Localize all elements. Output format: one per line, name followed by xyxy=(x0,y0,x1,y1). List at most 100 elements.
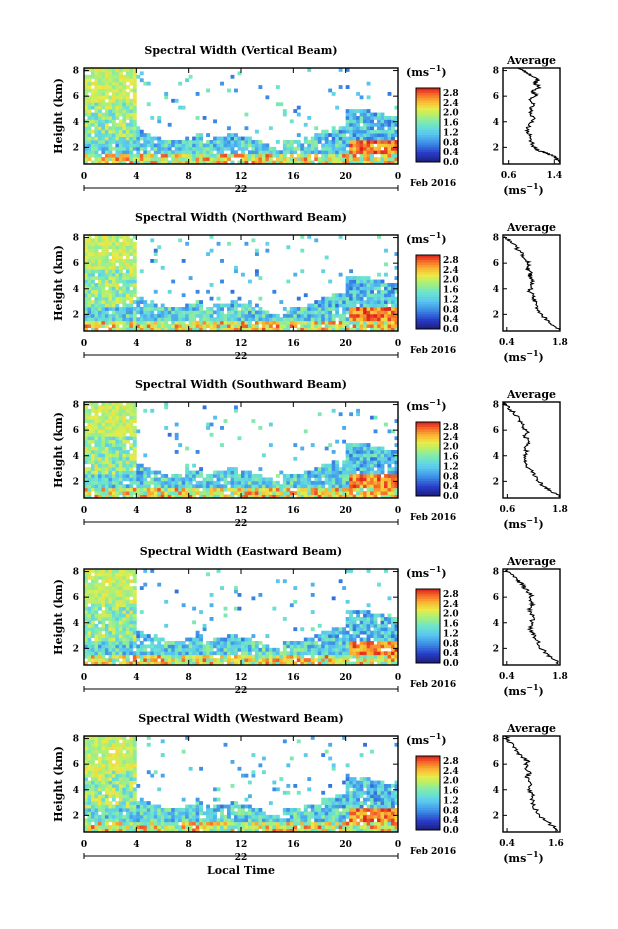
colorbar-cell xyxy=(416,778,440,782)
y-axis-label: Height (km) xyxy=(52,78,65,154)
colorbar-tick-label: 1.2 xyxy=(443,796,459,806)
y-tick-label: 6 xyxy=(73,593,79,603)
colorbar-cell xyxy=(416,805,440,809)
average-y-tick-label: 4 xyxy=(493,452,499,462)
colorbar-cell xyxy=(416,95,440,99)
x-tick-label: 12 xyxy=(235,339,248,349)
colorbar-cell xyxy=(416,97,440,101)
colorbar-cell xyxy=(416,284,440,288)
colorbar-cell xyxy=(416,459,440,462)
colorbar-cell xyxy=(416,616,440,619)
colorbar-tick-label: 1.2 xyxy=(443,462,459,472)
colorbar-tick-label: 1.2 xyxy=(443,128,459,138)
date-day: 22 xyxy=(235,686,248,696)
colorbar-cell xyxy=(416,478,440,482)
colorbar-tick-label: 2.8 xyxy=(443,590,459,600)
x-tick-label: 20 xyxy=(339,840,352,850)
colorbar-cell xyxy=(416,90,440,94)
colorbar-cell xyxy=(416,593,440,597)
colorbar-cell xyxy=(416,476,440,480)
colorbar-cell xyxy=(416,780,440,784)
x-tick-label: 4 xyxy=(133,506,139,516)
average-frame xyxy=(502,735,561,833)
average-y-tick-label: 4 xyxy=(493,786,499,796)
colorbar-cell xyxy=(416,793,440,796)
colorbar-cell xyxy=(416,598,440,602)
colorbar-cell xyxy=(416,306,440,310)
colorbar-cell xyxy=(416,439,440,443)
colorbar-cell xyxy=(416,129,440,133)
colorbar-cell xyxy=(416,319,440,322)
colorbar-cell xyxy=(416,621,440,624)
x-tick-label: 4 xyxy=(133,172,139,182)
colorbar-cell xyxy=(416,434,440,438)
colorbar-cell xyxy=(416,815,440,819)
average-panel: Average 2 4 6 8 0.4 1.8 (ms−1) xyxy=(493,555,568,698)
average-y-tick-label: 8 xyxy=(493,401,499,411)
colorbar-tick-label: 0.8 xyxy=(443,639,459,649)
date-label: Feb 2016 xyxy=(410,680,456,690)
colorbar-cell xyxy=(416,486,440,489)
colorbar-cell xyxy=(416,481,440,485)
colorbar-cell xyxy=(416,770,440,774)
colorbar-cell xyxy=(416,292,440,295)
average-frame xyxy=(502,401,561,499)
colorbar-cell xyxy=(416,154,440,158)
colorbar-cell xyxy=(416,257,440,261)
average-y-tick-label: 2 xyxy=(493,644,499,654)
colorbar: (ms−1) 2.82.42.01.61.20.80.40.0 xyxy=(406,63,459,168)
colorbar-tick-label: 1.2 xyxy=(443,295,459,305)
average-profile-line xyxy=(517,67,561,163)
colorbar-cell xyxy=(416,422,440,425)
average-panel: Average 2 4 6 8 0.6 1.8 (ms−1) xyxy=(493,388,568,531)
x-tick-label: 12 xyxy=(235,506,248,516)
colorbar-cell xyxy=(416,640,440,644)
colorbar-cell xyxy=(416,264,440,268)
colorbar-cell xyxy=(416,483,440,487)
colorbar-tick-label: 0.8 xyxy=(443,138,459,148)
y-tick-label: 2 xyxy=(73,310,79,320)
y-tick-label: 8 xyxy=(73,401,79,411)
date-label: Feb 2016 xyxy=(410,513,456,523)
colorbar-cell xyxy=(416,768,440,772)
colorbar-unit: (ms−1) xyxy=(406,63,447,79)
average-y-tick-label: 4 xyxy=(493,118,499,128)
average-profile-line xyxy=(503,236,561,331)
colorbar-cell xyxy=(416,596,440,600)
colorbar-cell xyxy=(416,454,440,457)
colorbar-cell xyxy=(416,820,440,823)
average-title: Average xyxy=(506,722,556,735)
colorbar-cell xyxy=(416,301,440,305)
colorbar-cell xyxy=(416,473,440,477)
colorbar-frame xyxy=(415,421,441,497)
x-tick-label: 0 xyxy=(395,506,401,516)
colorbar-cell xyxy=(416,277,440,281)
y-tick-label: 6 xyxy=(73,760,79,770)
average-x-tick-label: 1.8 xyxy=(552,338,568,348)
colorbar-cell xyxy=(416,92,440,96)
colorbar-cell xyxy=(416,810,440,814)
colorbar-cell xyxy=(416,289,440,293)
y-tick-label: 6 xyxy=(73,92,79,102)
colorbar-unit: (ms−1) xyxy=(406,230,447,246)
average-x-tick-label: 0.6 xyxy=(500,505,516,515)
colorbar-frame xyxy=(415,87,441,163)
colorbar-cell xyxy=(416,117,440,121)
y-tick-label: 8 xyxy=(73,234,79,244)
panel-title: Spectral Width (Vertical Beam) xyxy=(144,44,337,57)
colorbar-cell xyxy=(416,623,440,627)
colorbar-cell xyxy=(416,449,440,452)
colorbar-cell xyxy=(416,765,440,769)
colorbar-tick-label: 0.0 xyxy=(443,158,459,168)
x-tick-label: 0 xyxy=(81,506,87,516)
colorbar-tick-label: 1.6 xyxy=(443,620,459,630)
colorbar: (ms−1) 2.82.42.01.61.20.80.40.0 xyxy=(406,397,459,502)
colorbar-tick-label: 2.8 xyxy=(443,757,459,767)
y-axis-label: Height (km) xyxy=(52,579,65,655)
colorbar-tick-label: 0.0 xyxy=(443,826,459,836)
y-tick-label: 2 xyxy=(73,477,79,487)
colorbar-cell xyxy=(416,120,440,123)
colorbar-cell xyxy=(416,451,440,455)
colorbar-cell xyxy=(416,446,440,450)
colorbar-cell xyxy=(416,653,440,656)
